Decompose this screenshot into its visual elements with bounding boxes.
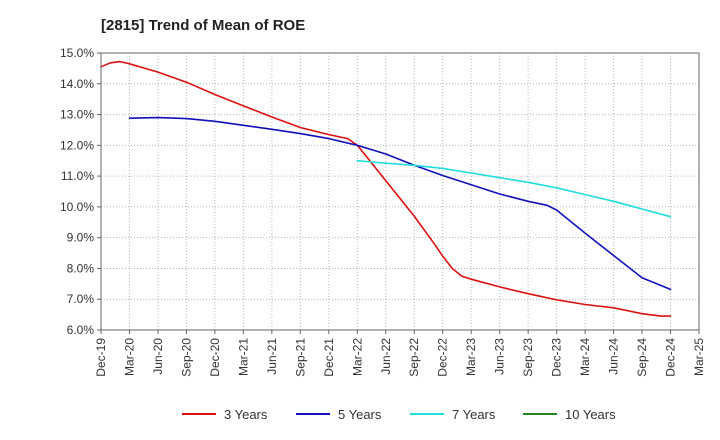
x-tick-label: Dec-23 bbox=[550, 338, 564, 377]
x-tick-label: Jun-21 bbox=[265, 338, 279, 375]
series-line-5-years bbox=[128, 116, 672, 291]
axes bbox=[97, 52, 700, 334]
x-tick-label: Mar-20 bbox=[122, 338, 136, 376]
x-tick-label: Dec-20 bbox=[208, 338, 222, 377]
x-tick-label: Sep-24 bbox=[635, 338, 649, 377]
x-tick-label: Sep-22 bbox=[407, 338, 421, 377]
x-tick-label: Sep-21 bbox=[293, 338, 307, 377]
y-tick-label: 14.0% bbox=[60, 77, 94, 91]
gridlines bbox=[100, 52, 700, 331]
y-tick-label: 10.0% bbox=[60, 200, 94, 214]
x-axis-ticks: Dec-19 Mar-20 Jun-20 Sep-20 Dec-20 Mar-21 Jun-… bbox=[94, 338, 706, 377]
x-tick-label: Mar-23 bbox=[464, 338, 478, 376]
plot-frame bbox=[100, 52, 700, 331]
legend-label: 3 Years bbox=[224, 407, 268, 422]
x-tick-label: Jun-22 bbox=[379, 338, 393, 375]
x-tick-label: Mar-22 bbox=[350, 338, 364, 376]
legend-label: 7 Years bbox=[452, 407, 496, 422]
y-axis-ticks: 6.0% 7.0% 8.0% 9.0% 10.0% 11.0% 12.0% 13.0% 14.0… bbox=[60, 46, 94, 337]
legend-label: 5 Years bbox=[338, 407, 382, 422]
x-tick-label: Mar-21 bbox=[236, 338, 250, 376]
x-tick-label: Sep-23 bbox=[521, 338, 535, 377]
x-tick-label: Dec-19 bbox=[94, 338, 108, 377]
x-tick-label: Jun-24 bbox=[607, 338, 621, 375]
y-tick-label: 11.0% bbox=[61, 169, 94, 183]
chart-title: [2815] Trend of Mean of ROE bbox=[101, 17, 305, 34]
y-tick-label: 9.0% bbox=[67, 231, 95, 245]
x-tick-label: Mar-25 bbox=[692, 338, 706, 376]
series-line-3-years bbox=[100, 60, 672, 317]
x-tick-label: Dec-21 bbox=[322, 338, 336, 377]
x-tick-label: Dec-22 bbox=[436, 338, 450, 377]
y-tick-label: 7.0% bbox=[67, 292, 95, 306]
y-tick-label: 8.0% bbox=[67, 261, 95, 275]
y-tick-label: 6.0% bbox=[67, 323, 95, 337]
series-lines bbox=[100, 60, 672, 317]
x-tick-label: Dec-24 bbox=[664, 338, 678, 377]
y-tick-label: 12.0% bbox=[60, 138, 94, 152]
series-line-7-years bbox=[356, 159, 672, 218]
y-tick-label: 15.0% bbox=[60, 46, 94, 60]
y-tick-label: 13.0% bbox=[60, 108, 94, 122]
legend: 3 Years 5 Years 7 Years 10 Years bbox=[182, 407, 616, 422]
x-tick-label: Sep-20 bbox=[179, 338, 193, 377]
x-tick-label: Mar-24 bbox=[578, 338, 592, 376]
x-tick-label: Jun-23 bbox=[493, 338, 507, 375]
x-tick-label: Jun-20 bbox=[151, 338, 165, 375]
legend-label: 10 Years bbox=[565, 407, 616, 422]
